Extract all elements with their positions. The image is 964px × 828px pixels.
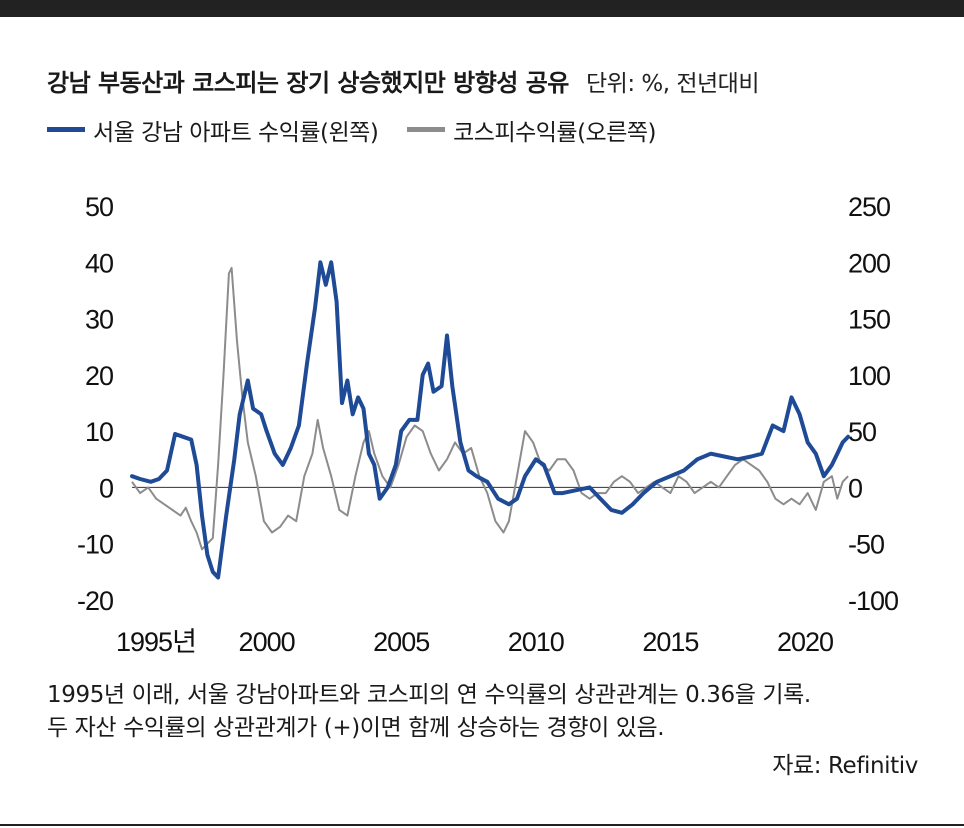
series-line-gangnam <box>130 260 851 580</box>
y-right-tick-label: -50 <box>848 530 884 560</box>
legend-swatch-gangnam <box>47 127 85 132</box>
note-line-2: 두 자산 수익률의 상관관계가 (+)이면 함께 상승하는 경향이 있음. <box>47 715 665 741</box>
legend: 서울 강남 아파트 수익률(왼쪽) 코스피수익률(오른쪽) <box>47 112 678 147</box>
x-tick-label: 2000 <box>239 627 295 657</box>
y-left-tick-labels: 50 40 30 20 10 0 -10 -20 <box>77 192 114 616</box>
x-tick-labels: 1995년 2000 2005 2010 2015 2020 <box>116 627 834 657</box>
y-right-tick-label: -100 <box>848 586 898 616</box>
y-right-tick-labels: 250 200 150 100 50 0 -50 -100 <box>848 192 899 616</box>
source-label: 자료: Refinitiv <box>772 753 918 779</box>
y-left-tick-label: -10 <box>77 530 113 560</box>
y-left-tick-label: -20 <box>77 586 113 616</box>
x-tick-label: 2010 <box>508 627 564 657</box>
y-right-tick-label: 150 <box>848 305 890 335</box>
y-right-tick-label: 250 <box>848 192 890 222</box>
unit-label: 단위: %, 전년대비 <box>586 71 760 97</box>
x-tick-label: 2020 <box>777 627 833 657</box>
y-left-tick-label: 20 <box>85 361 113 391</box>
y-left-tick-label: 0 <box>99 473 113 503</box>
legend-item-kospi: 코스피수익률(오른쪽) <box>407 113 657 147</box>
bottom-rule <box>0 824 964 826</box>
x-tick-label: 1995년 <box>116 627 196 657</box>
chart-title: 강남 부동산과 코스피는 장기 상승했지만 방향성 공유 <box>47 69 569 97</box>
legend-label-gangnam: 서울 강남 아파트 수익률(왼쪽) <box>93 119 379 146</box>
y-left-tick-label: 30 <box>85 305 113 335</box>
note-line-1: 1995년 이래, 서울 강남아파트와 코스피의 연 수익률의 상관관계는 0.… <box>47 682 811 708</box>
series-line-kospi <box>131 266 849 551</box>
legend-label-kospi: 코스피수익률(오른쪽) <box>453 119 657 146</box>
legend-swatch-kospi <box>407 127 446 132</box>
y-right-tick-label: 50 <box>848 417 876 447</box>
legend-item-gangnam: 서울 강남 아파트 수익률(왼쪽) <box>47 113 379 147</box>
y-right-tick-label: 100 <box>848 361 890 391</box>
x-tick-label: 2005 <box>373 627 429 657</box>
top-bar <box>0 0 964 17</box>
title-row: 강남 부동산과 코스피는 장기 상승했지만 방향성 공유 단위: %, 전년대비 <box>47 63 760 98</box>
y-right-tick-label: 0 <box>848 473 862 503</box>
x-tick-label: 2015 <box>642 627 698 657</box>
y-left-tick-label: 10 <box>85 417 113 447</box>
y-left-tick-label: 40 <box>85 248 113 278</box>
y-right-tick-label: 200 <box>848 248 890 278</box>
y-left-tick-label: 50 <box>85 192 113 222</box>
